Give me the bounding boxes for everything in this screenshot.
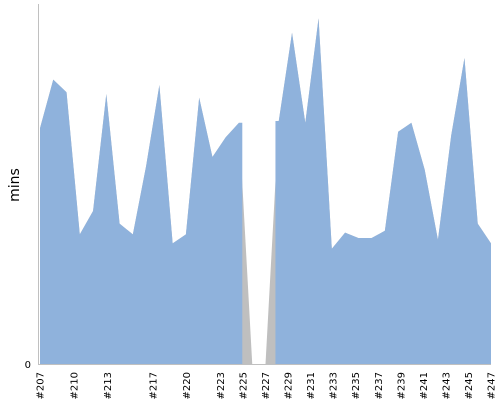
x-tick-label: #241 xyxy=(419,372,430,399)
x-tick-labels: #207 #210 #213 #217 #220 #223 #225 #227 #229 #231… xyxy=(36,372,498,399)
area-series-layer xyxy=(40,18,491,365)
x-tick-label: #231 xyxy=(306,372,317,399)
x-tick-label: #220 xyxy=(182,372,193,399)
x-tick-label: #239 xyxy=(396,372,407,399)
y-tick-labels: 0 xyxy=(25,360,31,371)
x-tick-label: #233 xyxy=(329,372,340,399)
x-tick-label: #235 xyxy=(351,372,362,399)
area-segment-2 xyxy=(275,18,491,365)
x-tick-label: #237 xyxy=(374,372,385,399)
x-tick-label: #229 xyxy=(284,372,295,399)
area-segment-1 xyxy=(40,79,243,364)
x-tick-label: #210 xyxy=(69,372,80,399)
x-tick-label: #245 xyxy=(464,372,475,399)
x-tick-label: #227 xyxy=(261,372,272,399)
x-tick-label: #217 xyxy=(148,372,159,399)
y-tick-label: 0 xyxy=(25,360,31,371)
x-tick-label: #207 xyxy=(36,372,47,399)
x-tick-label: #225 xyxy=(238,372,249,399)
x-tick-label: #247 xyxy=(487,372,498,399)
x-tick-label: #243 xyxy=(441,372,452,399)
x-tick-label: #223 xyxy=(216,372,227,399)
x-tick-label: #213 xyxy=(103,372,114,399)
y-axis-title: mins xyxy=(7,168,23,202)
